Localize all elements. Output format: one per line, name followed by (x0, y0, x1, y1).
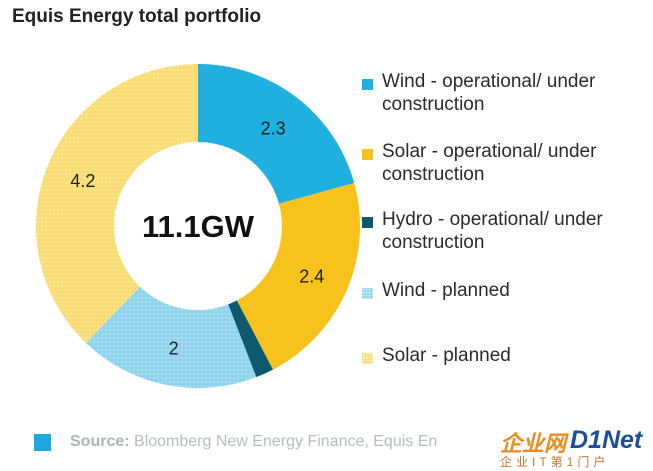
legend-swatch (362, 79, 373, 90)
legend-swatch (362, 353, 373, 364)
legend-label: Solar - operational/ under construction (382, 141, 597, 185)
legend-swatch (362, 149, 373, 160)
donut-hole (114, 142, 282, 310)
slice-value-label: 2 (169, 339, 179, 359)
slice-value-label: 2.3 (261, 118, 286, 138)
watermark-logo: 企业网 D1Net 企业IT第1门户 (500, 426, 643, 469)
donut-slice-solar-planned (36, 64, 199, 343)
legend-swatch (362, 288, 373, 299)
legend-label: Wind - planned (382, 280, 510, 301)
legend-label: Wind - operational/ under construction (382, 71, 596, 115)
source-square-icon (34, 434, 51, 451)
legend-swatch (362, 217, 373, 228)
source-text: Source: Bloomberg New Energy Finance, Eq… (70, 433, 438, 450)
center-total-label: 11.1GW (142, 209, 255, 244)
legend-label: Solar - planned (382, 345, 511, 366)
chart-title: Equis Energy total portfolio (12, 6, 262, 27)
slice-value-label: 4.2 (70, 171, 95, 191)
slice-value-label: 2.4 (299, 266, 324, 286)
legend-label: Hydro - operational/ under construction (382, 209, 603, 253)
donut-chart: 2.3 2.4 2 4.2 11.1GW (36, 64, 360, 388)
donut-slice-wind-planned (85, 226, 257, 388)
